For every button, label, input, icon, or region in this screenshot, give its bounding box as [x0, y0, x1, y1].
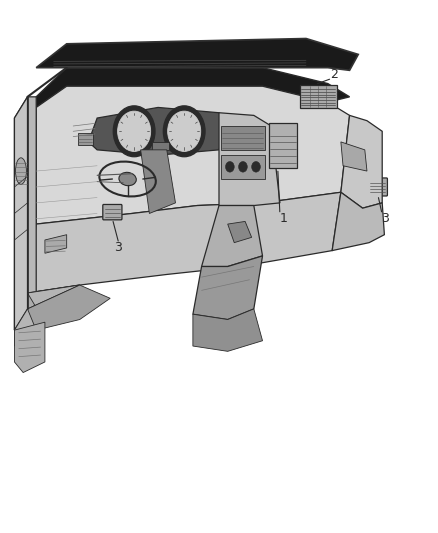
Polygon shape [14, 285, 80, 330]
Bar [221, 155, 265, 179]
Polygon shape [152, 142, 169, 150]
Polygon shape [28, 285, 110, 330]
Polygon shape [45, 235, 67, 253]
Circle shape [163, 106, 205, 157]
FancyBboxPatch shape [368, 178, 388, 196]
Bar [300, 85, 336, 109]
Bar [269, 123, 297, 168]
Circle shape [117, 111, 151, 151]
Circle shape [113, 106, 155, 157]
Polygon shape [193, 309, 262, 351]
Text: 1: 1 [279, 212, 287, 225]
Polygon shape [14, 322, 45, 373]
Circle shape [168, 111, 201, 151]
Circle shape [239, 161, 247, 172]
Polygon shape [228, 221, 252, 243]
Polygon shape [14, 97, 36, 330]
FancyBboxPatch shape [103, 205, 122, 220]
Bar [221, 126, 265, 150]
Text: 3: 3 [114, 241, 122, 254]
Text: 3: 3 [381, 212, 389, 225]
Polygon shape [332, 192, 385, 251]
Polygon shape [88, 108, 228, 155]
Polygon shape [341, 142, 367, 171]
Circle shape [252, 161, 260, 172]
Polygon shape [193, 256, 262, 319]
Polygon shape [141, 150, 176, 214]
Polygon shape [36, 86, 350, 224]
Polygon shape [201, 206, 262, 266]
Polygon shape [219, 113, 280, 206]
Ellipse shape [119, 172, 136, 185]
Text: 2: 2 [330, 68, 338, 80]
Polygon shape [14, 97, 28, 330]
Polygon shape [14, 285, 80, 346]
Ellipse shape [15, 158, 26, 184]
Polygon shape [36, 68, 350, 108]
Bar [78, 133, 93, 144]
Polygon shape [341, 115, 382, 208]
Circle shape [226, 161, 234, 172]
Polygon shape [28, 192, 341, 293]
Polygon shape [36, 38, 358, 70]
